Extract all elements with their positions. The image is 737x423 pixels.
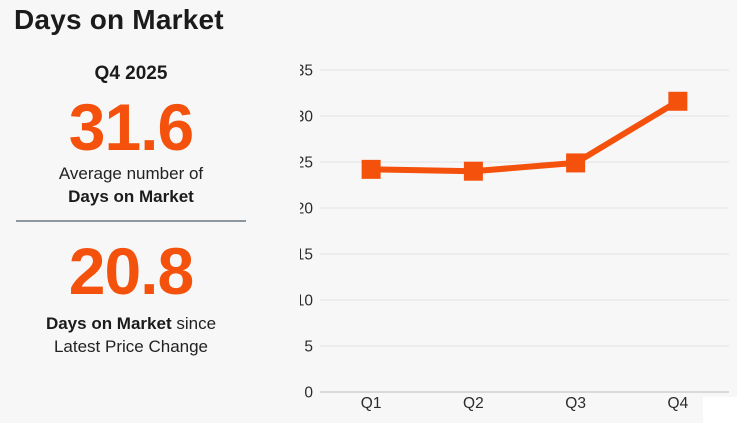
x-axis-tick-Q1: Q1 [361, 395, 382, 412]
data-point-Q2[interactable] [463, 161, 483, 181]
since-caption-bold: Days on Market [45, 314, 172, 333]
stats-divider [16, 220, 246, 222]
since-caption-line2: Latest Price Change [53, 337, 209, 356]
x-axis-tick-Q3: Q3 [565, 395, 586, 412]
stats-panel: Q4 2025 31.6 Average number of Days on M… [0, 52, 262, 358]
data-point-Q4[interactable] [668, 91, 688, 111]
y-axis-tick-10: 10 [300, 292, 313, 309]
y-axis-tick-25: 25 [300, 154, 313, 171]
corner-patch [703, 397, 737, 423]
data-point-Q1[interactable] [361, 159, 381, 179]
average-days-caption: Average number of Days on Market [0, 162, 262, 208]
period-label: Q4 2025 [94, 63, 168, 84]
since-change-value: 20.8 [68, 234, 194, 308]
y-axis-tick-0: 0 [304, 384, 313, 401]
average-caption-line2: Days on Market [68, 187, 194, 206]
average-days-value: 31.6 [68, 90, 194, 164]
line-chart-svg: 0 5 10 15 20 25 30 35 Q1 Q2 Q3 Q4 [300, 62, 729, 412]
y-axis-tick-30: 30 [300, 108, 313, 125]
y-axis-tick-15: 15 [300, 246, 313, 263]
data-line [368, 98, 681, 175]
y-axis-tick-5: 5 [304, 338, 313, 355]
since-change-caption: Days on Market since Latest Price Change [0, 312, 262, 358]
y-axis-tick-35: 35 [300, 62, 313, 79]
average-caption-line1: Average number of [58, 164, 204, 183]
x-axis-tick-Q2: Q2 [463, 395, 484, 412]
data-point-Q3[interactable] [566, 153, 586, 173]
y-axis-tick-20: 20 [300, 200, 313, 217]
since-caption-suffix: since [171, 314, 217, 333]
days-on-market-chart: 0 5 10 15 20 25 30 35 Q1 Q2 Q3 Q4 [300, 48, 737, 423]
x-axis-tick-Q4: Q4 [668, 395, 689, 412]
page-title: Days on Market [14, 4, 224, 35]
